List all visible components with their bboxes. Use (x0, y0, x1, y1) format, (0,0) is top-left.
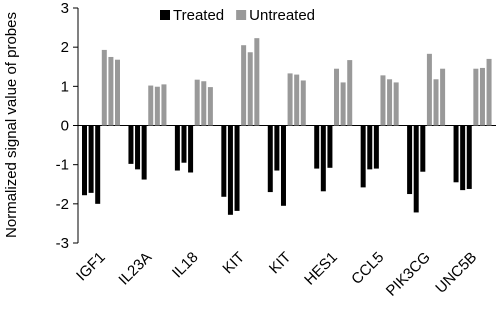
bar (413, 125, 419, 213)
x-tick-label: UNC5B (432, 249, 480, 297)
bar (227, 125, 233, 215)
bar (267, 125, 273, 193)
bar (440, 68, 446, 126)
y-tick-label: 3 (61, 0, 69, 17)
bar (101, 49, 107, 126)
x-tick-label: CCL5 (348, 249, 387, 288)
bar (486, 58, 492, 126)
bar (300, 80, 306, 126)
bar (407, 125, 413, 195)
bar (88, 125, 94, 193)
bar (347, 60, 353, 126)
bar (287, 73, 293, 126)
bar (327, 125, 333, 168)
bar (334, 68, 340, 126)
x-tick-label: KIT (266, 249, 295, 278)
bar (280, 125, 286, 206)
bar (82, 125, 87, 196)
bar (453, 125, 459, 183)
y-tick-label: 2 (61, 39, 69, 56)
bar (247, 52, 253, 126)
bar (340, 82, 346, 126)
bar (314, 125, 320, 169)
bar (254, 38, 260, 126)
y-axis-label: Normalized signal value of probes (3, 12, 20, 238)
x-tick-label: HES1 (301, 249, 341, 289)
bar (274, 125, 280, 171)
bar (473, 68, 479, 126)
bar (460, 125, 466, 191)
bar (181, 125, 187, 163)
bar (373, 125, 379, 169)
bar (141, 125, 147, 180)
y-tick-label: 0 (61, 118, 69, 135)
bar (433, 79, 439, 126)
bar (294, 74, 300, 126)
legend-swatch (160, 10, 170, 20)
bar (108, 56, 114, 126)
bar (380, 75, 386, 126)
legend-swatch (236, 10, 247, 20)
bar (234, 125, 240, 211)
bar (420, 125, 426, 172)
bar (95, 125, 101, 204)
bar (387, 79, 393, 126)
y-tick-label: -1 (56, 157, 69, 174)
x-tick-label: IGF1 (73, 249, 109, 285)
bar (367, 125, 373, 170)
x-tick-label: PIK3CG (383, 249, 434, 300)
bar (426, 53, 432, 126)
y-tick-label: -3 (56, 235, 69, 252)
bar (194, 79, 200, 126)
y-tick-label: -2 (56, 196, 69, 213)
bar (201, 81, 207, 126)
x-tick-label: IL18 (169, 249, 202, 282)
x-tick-label: IL23A (115, 249, 155, 289)
bar (479, 67, 485, 126)
bar (320, 125, 326, 192)
bar (241, 45, 247, 126)
bar (135, 125, 141, 170)
legend-label: Untreated (249, 7, 315, 24)
bar (466, 125, 472, 189)
bar (154, 86, 160, 126)
bar (207, 87, 213, 126)
bar (174, 125, 180, 171)
bar (360, 125, 366, 188)
legend-label: Treated (173, 7, 224, 24)
bar (221, 125, 227, 197)
bar (128, 125, 134, 164)
bar (161, 84, 167, 126)
y-tick-label: 1 (61, 78, 69, 95)
bar (115, 59, 120, 126)
x-tick-label: KIT (220, 249, 249, 278)
bar (188, 125, 194, 173)
bar (148, 85, 154, 126)
bar (393, 82, 399, 126)
